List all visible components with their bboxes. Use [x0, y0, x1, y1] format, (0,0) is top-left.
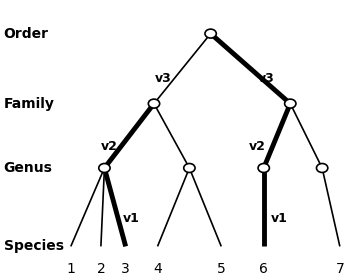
Text: 7: 7	[336, 262, 344, 276]
Text: v3: v3	[154, 72, 171, 85]
Text: v2: v2	[249, 141, 266, 153]
Text: v1: v1	[271, 212, 288, 225]
Circle shape	[184, 164, 195, 172]
Text: 4: 4	[153, 262, 162, 276]
Text: 2: 2	[97, 262, 105, 276]
Circle shape	[316, 164, 328, 172]
Text: 5: 5	[217, 262, 225, 276]
Text: Order: Order	[4, 27, 48, 41]
Circle shape	[148, 99, 160, 108]
Circle shape	[285, 99, 296, 108]
Text: v3: v3	[258, 72, 275, 85]
Text: Species: Species	[4, 239, 63, 253]
Circle shape	[205, 29, 216, 38]
Circle shape	[99, 164, 110, 172]
Text: 1: 1	[66, 262, 75, 276]
Circle shape	[258, 164, 269, 172]
Text: v2: v2	[101, 141, 118, 153]
Text: Genus: Genus	[4, 161, 52, 175]
Text: 6: 6	[259, 262, 268, 276]
Text: v1: v1	[122, 212, 139, 225]
Text: Family: Family	[4, 97, 55, 111]
Text: 3: 3	[121, 262, 130, 276]
